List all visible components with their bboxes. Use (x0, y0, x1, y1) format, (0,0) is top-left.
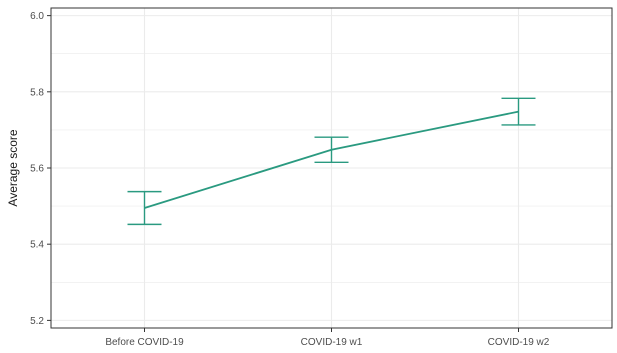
y-tick-label: 6.0 (30, 11, 44, 22)
axis-ticks (47, 15, 519, 332)
y-tick-labels: 5.2 5.4 5.6 5.8 6.0 (30, 11, 44, 327)
grid-major (51, 8, 612, 328)
x-tick-label: COVID-19 w2 (488, 337, 550, 348)
y-axis-title: Average score (6, 129, 20, 206)
x-tick-labels: Before COVID-19 COVID-19 w1 COVID-19 w2 (105, 337, 549, 348)
y-tick-label: 5.4 (30, 240, 44, 251)
y-tick-label: 5.6 (30, 164, 44, 175)
x-tick-label: Before COVID-19 (105, 337, 184, 348)
y-tick-label: 5.8 (30, 87, 44, 98)
data-layer (127, 97, 536, 226)
x-tick-label: COVID-19 w1 (301, 337, 363, 348)
y-tick-label: 5.2 (30, 316, 44, 327)
